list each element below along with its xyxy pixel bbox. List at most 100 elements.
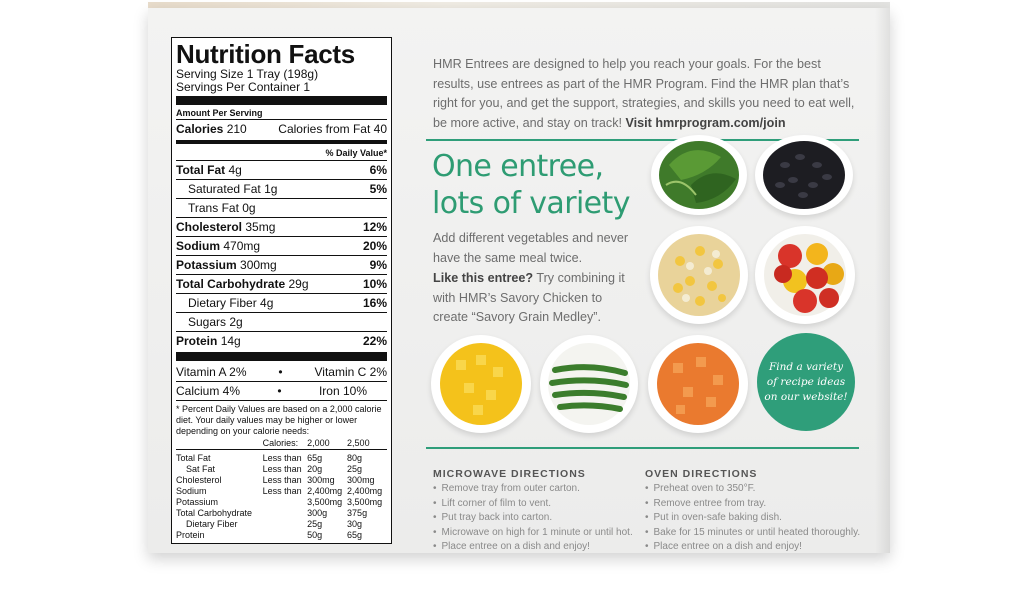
table-cell: 30g bbox=[347, 519, 363, 529]
divider-bottom bbox=[426, 447, 859, 449]
table-cell: 3,500mg bbox=[307, 497, 343, 507]
table-cell: 50g bbox=[307, 530, 323, 540]
headline-line-2: lots of variety bbox=[432, 186, 630, 221]
nutrition-title: Nutrition Facts bbox=[176, 39, 355, 69]
oven-step: Bake for 15 minutes or until heated thor… bbox=[645, 526, 861, 541]
nutrient-name: Potassium 300mg bbox=[176, 256, 277, 274]
microwave-step: Place entree on a dish and enjoy! bbox=[433, 540, 633, 555]
nutrient-label: Sugars bbox=[188, 315, 227, 329]
divider-thick bbox=[176, 96, 387, 105]
microwave-steps: Remove tray from outer carton.Lift corne… bbox=[433, 482, 633, 555]
bullet-dot: • bbox=[277, 384, 282, 398]
daily-values-table: Calories: 2,000 2,500 Total Fat Less than 65g… bbox=[176, 438, 387, 541]
amount-per-serving: Amount Per Serving bbox=[176, 108, 263, 118]
bowl-green-beans bbox=[540, 335, 638, 433]
nutrient-row: Dietary Fiber 4g 16% bbox=[176, 293, 387, 312]
variety-paragraph: Add different vegetables and never have … bbox=[433, 231, 629, 265]
calories-from-fat: Calories from Fat 40 bbox=[278, 122, 387, 136]
oven-steps: Preheat oven to 350°F.Remove entree from… bbox=[645, 482, 861, 555]
nutrient-amount: 1g bbox=[264, 182, 278, 196]
green-beans-image bbox=[548, 343, 630, 425]
table-cell: 3,500mg bbox=[347, 497, 383, 507]
intro-paragraph: HMR Entrees are designed to help you rea… bbox=[433, 55, 863, 133]
nutrient-row: Trans Fat 0g bbox=[176, 198, 387, 217]
nutrient-label: Potassium bbox=[176, 258, 237, 272]
headline-line-1: One entree, bbox=[432, 149, 604, 184]
badge-line-1: Find a variety bbox=[769, 360, 843, 373]
combine-text: Try combining it with HMR’s Savory Chick… bbox=[433, 271, 625, 324]
table-header-cell bbox=[176, 438, 263, 450]
nutrient-row: Protein 14g 22% bbox=[176, 331, 387, 350]
oven-directions-title: OVEN DIRECTIONS bbox=[645, 468, 758, 480]
divider-thick-2 bbox=[176, 352, 387, 361]
calories-cell: Calories 210 bbox=[176, 120, 247, 138]
nutrient-label: Total Fat bbox=[176, 163, 226, 177]
nutrient-daily-value: 10% bbox=[362, 277, 387, 291]
table-cell: Less than bbox=[262, 464, 302, 474]
nutrient-row: Sugars 2g bbox=[176, 312, 387, 331]
nutrition-facts-label: Nutrition Facts Serving Size 1 Tray (198… bbox=[171, 37, 392, 544]
bowl-black-beans bbox=[755, 135, 853, 215]
nutrient-row: Total Fat 4g 6% bbox=[176, 160, 387, 179]
nutrient-name: Cholesterol 35mg bbox=[176, 218, 275, 236]
nutrient-daily-value: 12% bbox=[362, 220, 387, 234]
bowl-corn-and-beans bbox=[650, 226, 748, 324]
table-cell: Less than bbox=[262, 475, 302, 485]
nutrient-name: Sodium 470mg bbox=[176, 237, 260, 255]
table-row: Protein 50g 65g bbox=[176, 530, 387, 541]
microwave-step: Put tray back into carton. bbox=[433, 511, 633, 526]
table-cell: Total Carbohydrate bbox=[176, 508, 253, 518]
table-cell: Cholesterol bbox=[176, 475, 222, 485]
vitamin-row-2: Calcium 4% • Iron 10% bbox=[176, 381, 387, 400]
divider-top bbox=[426, 139, 859, 141]
nutrient-label: Cholesterol bbox=[176, 220, 243, 234]
microwave-step: Microwave on high for 1 minute or until … bbox=[433, 526, 633, 541]
oven-step: Preheat oven to 350°F. bbox=[645, 482, 860, 497]
nutrient-name: Protein 14g bbox=[176, 332, 241, 350]
calories-row: Calories 210 Calories from Fat 40 bbox=[176, 119, 387, 138]
nutrient-amount: 4g bbox=[228, 163, 242, 177]
nutrient-daily-value: 20% bbox=[362, 239, 387, 253]
nutrient-amount: 29g bbox=[288, 277, 309, 291]
nutrient-label: Protein bbox=[176, 334, 218, 348]
nutrient-row: Sodium 470mg 20% bbox=[176, 236, 387, 255]
box-side-shade bbox=[875, 8, 890, 553]
bullet-dot: • bbox=[278, 365, 283, 379]
recipe-ideas-badge[interactable]: Find a variety of recipe ideas on our we… bbox=[757, 333, 855, 431]
vitamin-c: Vitamin C 2% bbox=[314, 365, 387, 379]
nutrient-amount: 470mg bbox=[223, 239, 261, 253]
nutrient-label: Sodium bbox=[176, 239, 220, 253]
table-cell: 25g bbox=[307, 519, 323, 529]
nutrient-amount: 35mg bbox=[245, 220, 276, 234]
nutrient-rows: Total Fat 4g 6% Saturated Fat 1g 5% Trans Fa… bbox=[176, 160, 387, 350]
table-cell: Less than bbox=[262, 453, 302, 463]
nutrient-row: Saturated Fat 1g 5% bbox=[176, 179, 387, 198]
spinach-image bbox=[659, 141, 739, 209]
nutrient-name: Total Fat 4g bbox=[176, 161, 242, 179]
table-header-cell: 2,500 bbox=[347, 438, 387, 450]
badge-line-3: on our website! bbox=[764, 390, 848, 403]
nutrient-amount: 0g bbox=[242, 201, 256, 215]
daily-value-footnote: * Percent Daily Values are based on a 2,… bbox=[176, 400, 387, 437]
calories-value: 210 bbox=[226, 122, 247, 136]
table-cell: 375g bbox=[347, 508, 368, 518]
table-cell: 300mg bbox=[307, 475, 335, 485]
nutrient-name: Dietary Fiber 4g bbox=[176, 294, 273, 312]
microwave-directions-title: MICROWAVE DIRECTIONS bbox=[433, 468, 586, 480]
table-row: Total Carbohydrate 300g 375g bbox=[176, 508, 387, 519]
yellow-peppers-image bbox=[440, 343, 522, 425]
table-header-cell: 2,000 bbox=[307, 438, 348, 450]
website-link[interactable]: Visit hmrprogram.com/join bbox=[625, 115, 786, 130]
table-header-row: Calories: 2,000 2,500 bbox=[176, 438, 387, 450]
table-cell: 20g bbox=[307, 464, 323, 474]
table-cell: Protein bbox=[176, 530, 205, 540]
nutrient-daily-value: 22% bbox=[362, 334, 387, 348]
table-cell: 2,400mg bbox=[307, 486, 343, 496]
nutrient-label: Trans Fat bbox=[188, 201, 239, 215]
table-cell: 65g bbox=[307, 453, 323, 463]
daily-value-header: % Daily Value* bbox=[325, 148, 387, 158]
corn-and-beans-image bbox=[658, 234, 740, 316]
combine-paragraph: Like this entree? Try combining it with … bbox=[433, 269, 633, 328]
table-row: Cholesterol Less than 300mg 300mg bbox=[176, 475, 387, 486]
nutrient-amount: 14g bbox=[220, 334, 241, 348]
